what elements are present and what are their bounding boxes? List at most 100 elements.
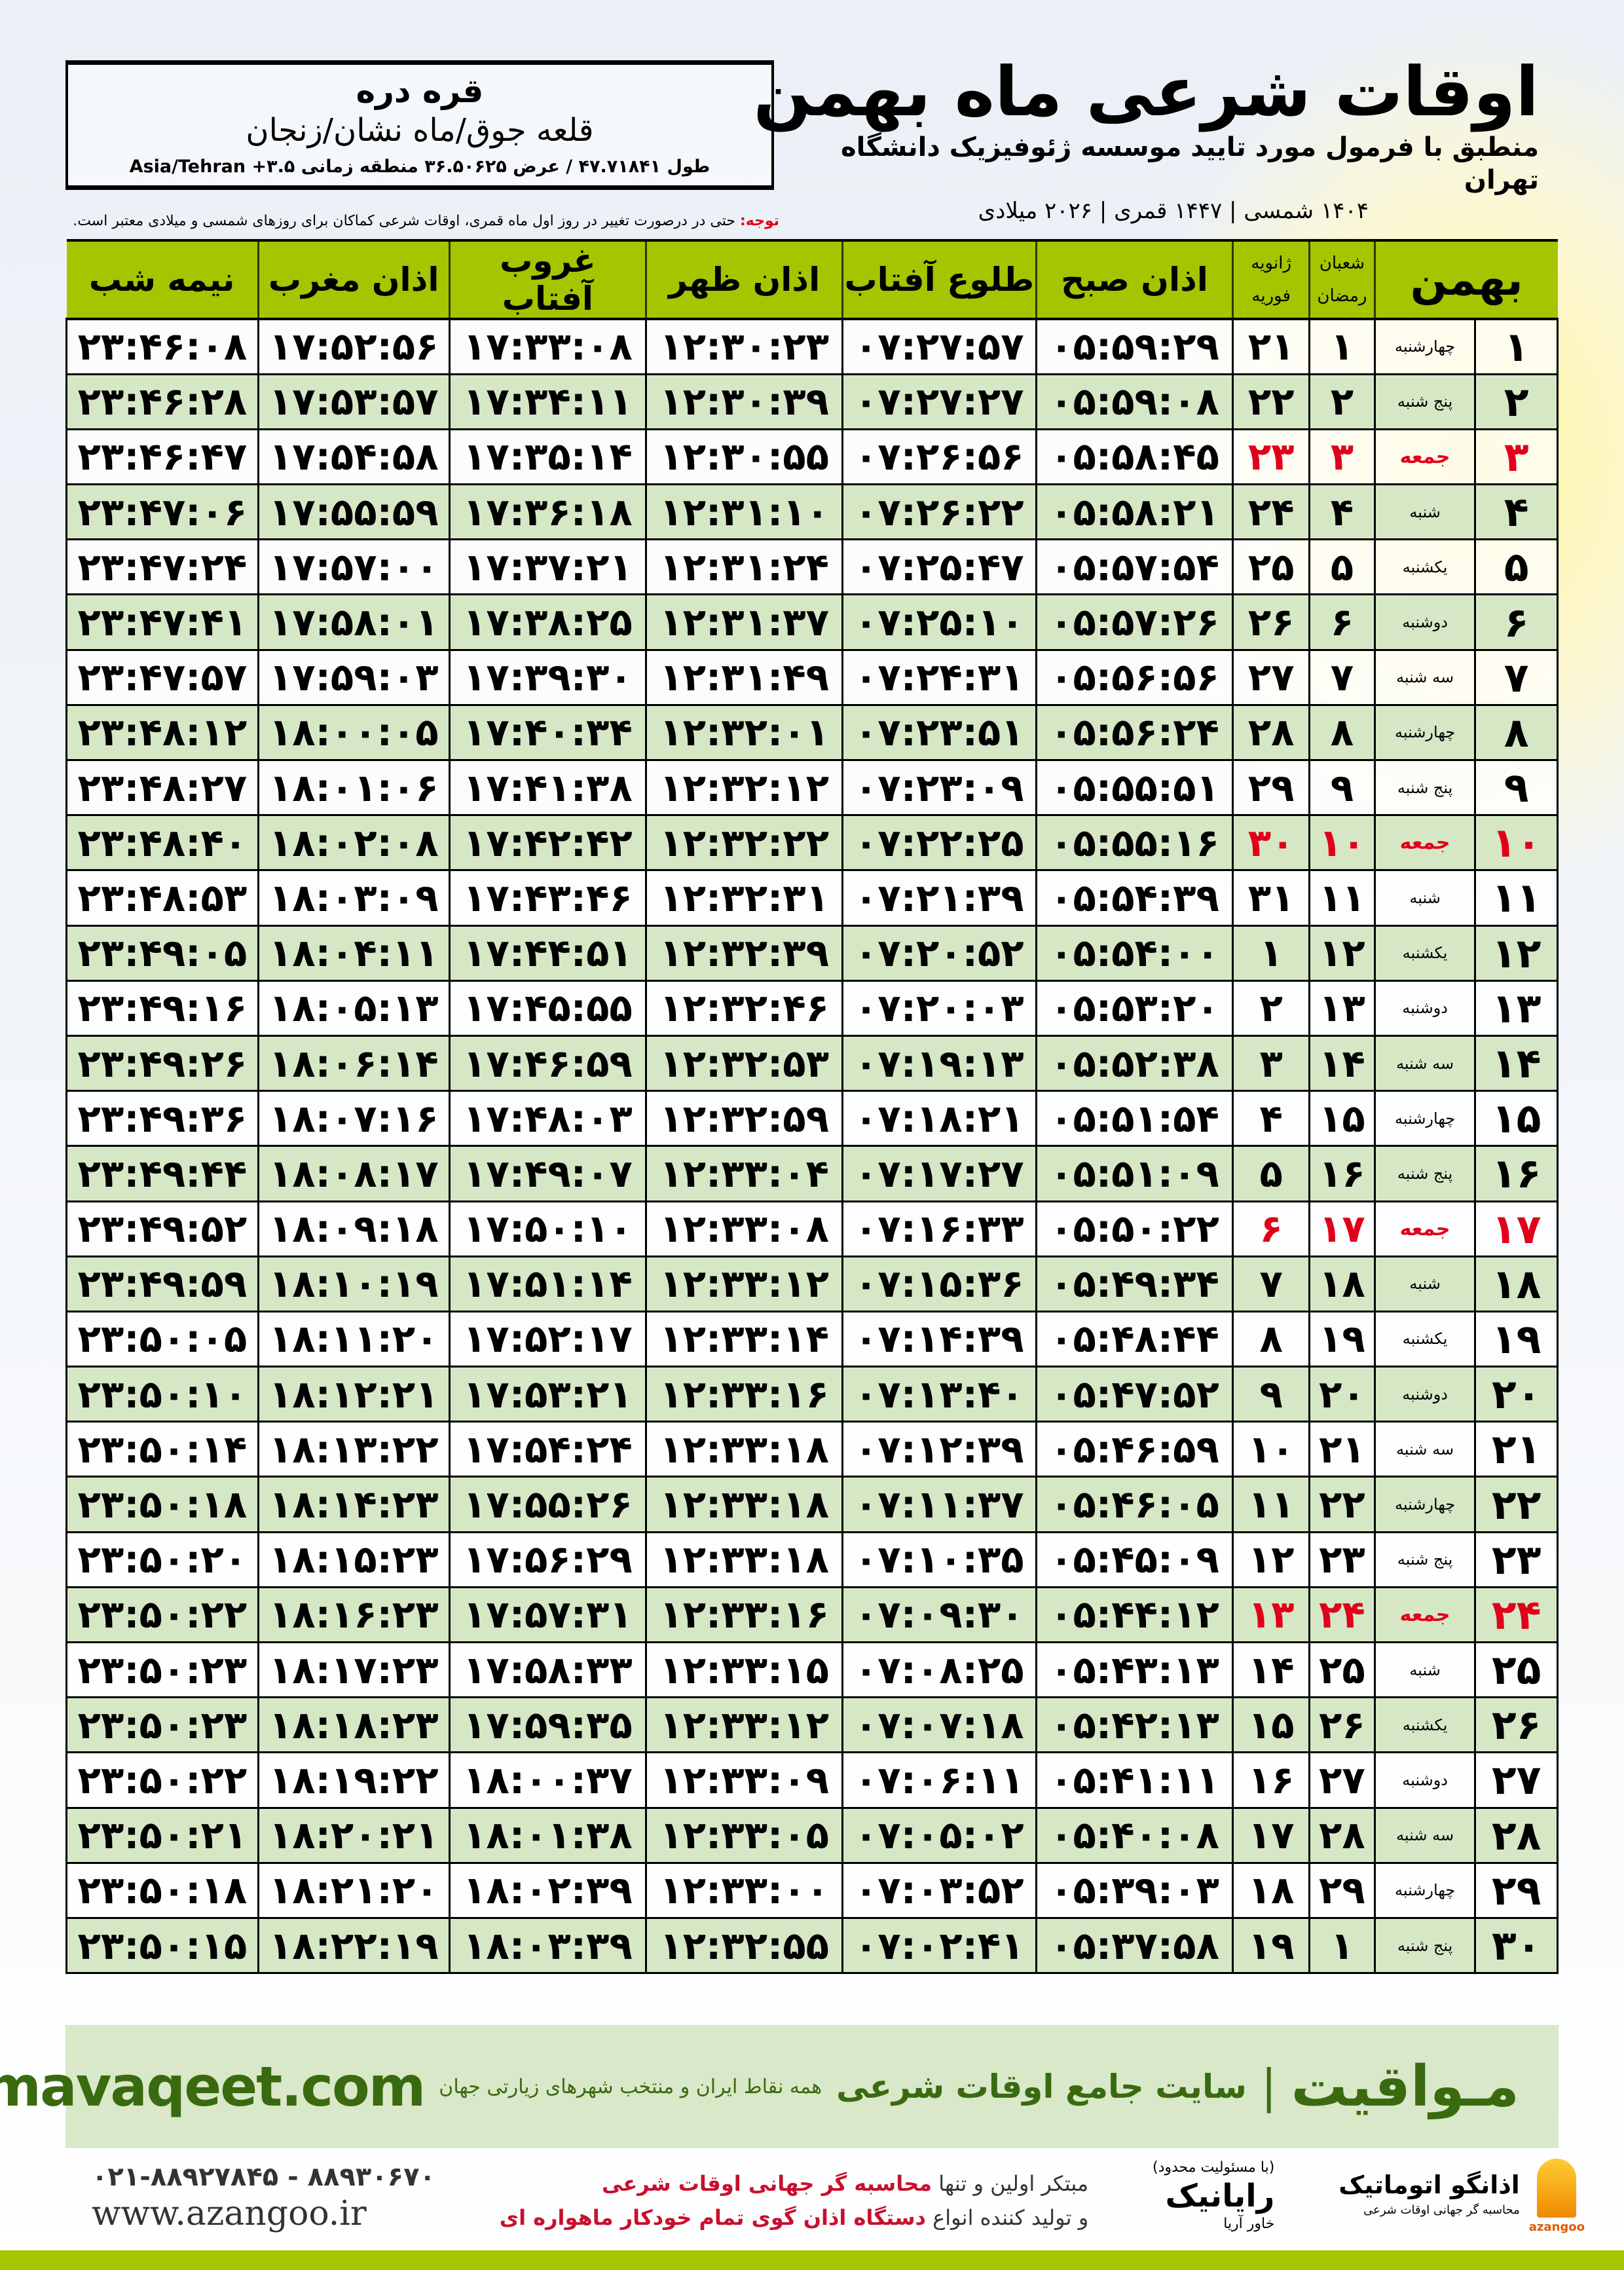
maghrib-time: ۱۸:۰۶:۱۴ [257, 1034, 451, 1092]
fajr-time: ۰۵:۴۰:۰۸ [1035, 1806, 1234, 1864]
gregorian-day: ۱ [1232, 924, 1311, 982]
gregorian-day: ۵ [1232, 1145, 1311, 1202]
gregorian-day: ۴ [1232, 1090, 1311, 1147]
col-hijri: شعبان رمضان [1309, 239, 1376, 320]
weekday: چهارشنبه [1373, 1476, 1477, 1533]
weekday: چهارشنبه [1373, 1861, 1477, 1919]
dhuhr-time: ۱۲:۳۲:۳۱ [645, 869, 843, 927]
col-hijri-top: شعبان [1319, 253, 1365, 273]
sunset-time: ۱۷:۴۵:۵۵ [448, 979, 648, 1037]
dhuhr-time: ۱۲:۳۲:۲۲ [645, 814, 843, 872]
dhuhr-time: ۱۲:۳۲:۳۹ [645, 924, 843, 982]
midnight-time: ۲۳:۴۷:۰۶ [65, 483, 259, 541]
gregorian-day: ۱۸ [1232, 1861, 1311, 1919]
sunrise-time: ۰۷:۱۶:۳۳ [841, 1200, 1037, 1257]
weekday: سه شنبه [1373, 648, 1477, 706]
mavaqeet-banner: مـواقیت | سایت جامع اوقات شرعی همه نقاط … [0, 2025, 1559, 2148]
table-row: ۵ یکشنبه ۵ ۲۵ ۰۵:۵۷:۵۴ ۰۷:۲۵:۴۷ ۱۲:۳۱:۲۴ ۱۷:۳۷:… [65, 538, 1559, 596]
sunset-time: ۱۷:۵۳:۲۱ [448, 1366, 648, 1423]
day-number: ۱۱ [1474, 869, 1559, 927]
table-row: ۱۱ شنبه ۱۱ ۳۱ ۰۵:۵۴:۳۹ ۰۷:۲۱:۳۹ ۱۲:۳۲:۳۱ ۱۷:۴۳:… [65, 869, 1559, 927]
azangoo-url[interactable]: www.azangoo.ir [92, 2194, 367, 2233]
midnight-time: ۲۳:۴۶:۴۷ [65, 428, 259, 486]
coordinates: طول ۴۷.۷۱۸۴۱ / عرض ۳۶.۵۰۶۲۵ منطقه زمانی … [129, 157, 710, 177]
hijri-day: ۲۰ [1308, 1366, 1376, 1423]
hijri-day: ۴ [1308, 483, 1376, 541]
fajr-time: ۰۵:۵۵:۱۶ [1035, 814, 1234, 872]
dhuhr-time: ۱۲:۳۲:۱۲ [645, 758, 843, 817]
weekday: جمعه [1373, 428, 1477, 486]
day-number: ۱۳ [1474, 979, 1559, 1037]
maghrib-time: ۱۸:۲۱:۲۰ [257, 1861, 451, 1919]
azangoo-name: اذانگو اتوماتیک [1338, 2170, 1520, 2199]
gregorian-day: ۶ [1232, 1200, 1311, 1257]
hijri-day: ۲۹ [1308, 1861, 1376, 1919]
day-number: ۶ [1474, 593, 1559, 651]
maghrib-time: ۱۷:۵۸:۰۱ [257, 593, 451, 651]
weekday: سه شنبه [1373, 1806, 1477, 1864]
azangoo-sub: محاسبه گر جهانی اوقات شرعی [1363, 2203, 1520, 2217]
gregorian-day: ۱۲ [1232, 1531, 1311, 1588]
sunset-time: ۱۸:۰۰:۳۷ [448, 1751, 648, 1809]
weekday: دوشنبه [1373, 1751, 1477, 1809]
maghrib-time: ۱۸:۰۴:۱۱ [257, 924, 451, 982]
fajr-time: ۰۵:۴۶:۵۹ [1035, 1421, 1234, 1478]
fajr-time: ۰۵:۵۱:۰۹ [1035, 1145, 1234, 1202]
sunset-time: ۱۸:۰۳:۳۹ [448, 1916, 648, 1975]
gregorian-day: ۱۱ [1232, 1476, 1311, 1533]
weekday: دوشنبه [1373, 1366, 1477, 1423]
midnight-time: ۲۳:۴۹:۵۲ [65, 1200, 259, 1257]
mosque-dome-icon [1537, 2159, 1577, 2218]
gregorian-day: ۷ [1232, 1255, 1311, 1312]
day-number: ۲۳ [1474, 1531, 1559, 1588]
table-row: ۱۰ جمعه ۱۰ ۳۰ ۰۵:۵۵:۱۶ ۰۷:۲۲:۲۵ ۱۲:۳۲:۲۲ ۱۷:۴۲:… [65, 814, 1559, 872]
gregorian-day: ۸ [1232, 1310, 1311, 1368]
maghrib-time: ۱۸:۲۰:۲۱ [257, 1806, 451, 1864]
maghrib-time: ۱۸:۰۷:۱۶ [257, 1090, 451, 1147]
dhuhr-time: ۱۲:۳۱:۱۰ [645, 483, 843, 541]
dhuhr-time: ۱۲:۳۰:۳۹ [645, 373, 843, 430]
midnight-time: ۲۳:۵۰:۲۲ [65, 1586, 259, 1644]
day-number: ۲۵ [1474, 1641, 1559, 1699]
gregorian-day: ۳۰ [1232, 814, 1311, 872]
region-name: قلعه جوق/ماه نشان/زنجان [246, 112, 594, 149]
hijri-day: ۱۲ [1308, 924, 1376, 982]
maghrib-time: ۱۷:۵۲:۵۶ [257, 318, 451, 375]
table-row: ۱۹ یکشنبه ۱۹ ۸ ۰۵:۴۸:۴۴ ۰۷:۱۴:۳۹ ۱۲:۳۳:۱۴ ۱۷:۵۲… [65, 1310, 1559, 1368]
dhuhr-time: ۱۲:۳۳:۱۸ [645, 1531, 843, 1588]
hijri-day: ۲۷ [1308, 1751, 1376, 1809]
maghrib-time: ۱۷:۵۳:۵۷ [257, 373, 451, 430]
day-number: ۲۱ [1474, 1421, 1559, 1478]
maghrib-time: ۱۸:۱۲:۲۱ [257, 1366, 451, 1423]
weekday: یکشنبه [1373, 538, 1477, 596]
midnight-time: ۲۳:۴۸:۵۳ [65, 869, 259, 927]
sunset-time: ۱۷:۴۴:۵۱ [448, 924, 648, 982]
table-row: ۲۴ جمعه ۲۴ ۱۳ ۰۵:۴۴:۱۲ ۰۷:۰۹:۳۰ ۱۲:۳۳:۱۶ ۱۷:۵۷:… [65, 1586, 1559, 1644]
maghrib-time: ۱۸:۰۵:۱۳ [257, 979, 451, 1037]
mavaqeet-url[interactable]: mavaqeet.com [0, 2055, 426, 2119]
hijri-day: ۲۱ [1308, 1421, 1376, 1478]
weekday: پنج شنبه [1373, 758, 1477, 817]
maghrib-time: ۱۸:۱۸:۲۳ [257, 1696, 451, 1754]
gregorian-day: ۲۲ [1232, 373, 1311, 430]
year-info: ۱۴۰۴ شمسی | ۱۴۴۷ قمری | ۲۰۲۶ میلادی [978, 198, 1369, 224]
maghrib-time: ۱۸:۲۲:۱۹ [257, 1916, 451, 1975]
table-row: ۲۱ سه شنبه ۲۱ ۱۰ ۰۵:۴۶:۵۹ ۰۷:۱۲:۳۹ ۱۲:۳۳:۱۸ ۱۷:… [65, 1421, 1559, 1478]
sunrise-time: ۰۷:۲۱:۳۹ [841, 869, 1037, 927]
day-number: ۱۹ [1474, 1310, 1559, 1368]
midnight-time: ۲۳:۵۰:۱۸ [65, 1476, 259, 1533]
weekday: شنبه [1373, 1641, 1477, 1699]
maghrib-time: ۱۸:۱۶:۲۳ [257, 1586, 451, 1644]
gregorian-day: ۱۶ [1232, 1751, 1311, 1809]
rayanik-logo: (با مسئولیت محدود) رایانیک خاور آریا [1153, 2159, 1274, 2233]
dhuhr-time: ۱۲:۳۳:۱۸ [645, 1421, 843, 1478]
midnight-time: ۲۳:۴۹:۰۵ [65, 924, 259, 982]
fajr-time: ۰۵:۴۳:۱۳ [1035, 1641, 1234, 1699]
day-number: ۲۰ [1474, 1366, 1559, 1423]
dhuhr-time: ۱۲:۳۲:۴۶ [645, 979, 843, 1037]
weekday: یکشنبه [1373, 1696, 1477, 1754]
footer-credits: ۰۲۱-۸۸۹۲۷۸۴۵ - ۸۸۹۳۰۶۷۰ www.azangoo.ir م… [92, 2159, 1585, 2235]
tagline: سایت جامع اوقات شرعی [836, 2068, 1247, 2106]
gregorian-day: ۳۱ [1232, 869, 1311, 927]
day-number: ۷ [1474, 648, 1559, 706]
